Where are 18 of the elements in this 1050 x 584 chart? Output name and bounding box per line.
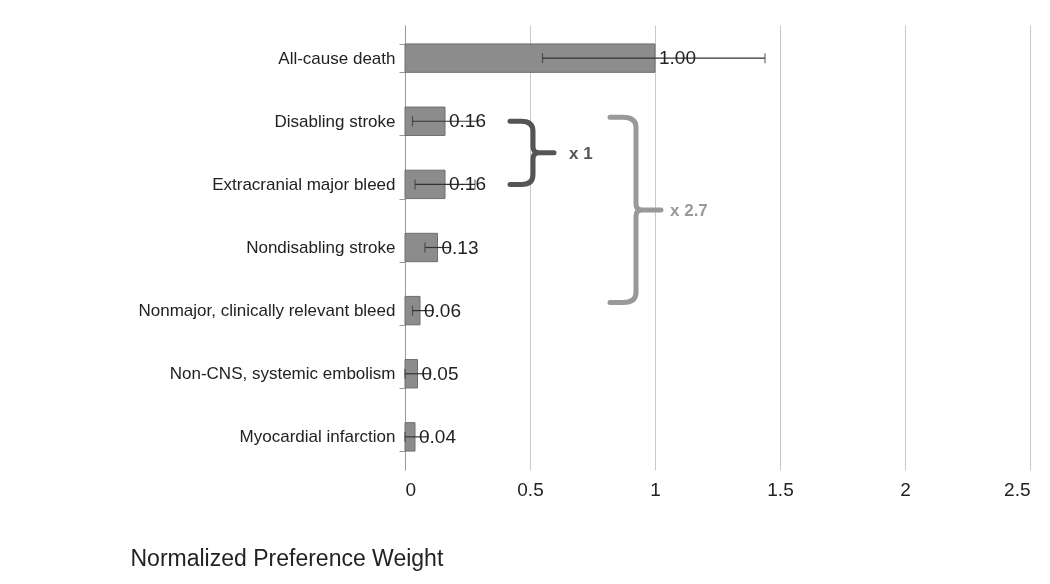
y-tick-label: Nondisabling stroke <box>246 238 396 257</box>
y-tick-label: Non-CNS, systemic embolism <box>169 364 396 384</box>
annotation: x 1 <box>569 143 593 163</box>
data-label: 0.13 <box>441 236 479 258</box>
data-label: 0.05 <box>421 362 459 384</box>
annotation: x 2.7 <box>670 200 708 220</box>
x-tick-label: 2.5 <box>1004 478 1031 500</box>
x-tick-label: 0.5 <box>517 478 544 500</box>
y-tick-label: Disabling stroke <box>274 111 396 131</box>
y-tick-label: Extracranial major bleed <box>212 174 396 194</box>
x-axis-title: Normalized Preference Weight <box>130 544 444 571</box>
x-tick-label: 2 <box>900 478 911 500</box>
y-tick-label: All-cause death <box>278 48 396 68</box>
y-tick-label: Nonmajor, clinically relevant bleed <box>138 301 396 321</box>
x-tick-label: 0 <box>405 478 417 500</box>
y-tick-label: Myocardial infarction <box>239 427 396 447</box>
x-tick-label: 1 <box>650 478 661 500</box>
x-tick-label: 1.5 <box>767 478 794 500</box>
